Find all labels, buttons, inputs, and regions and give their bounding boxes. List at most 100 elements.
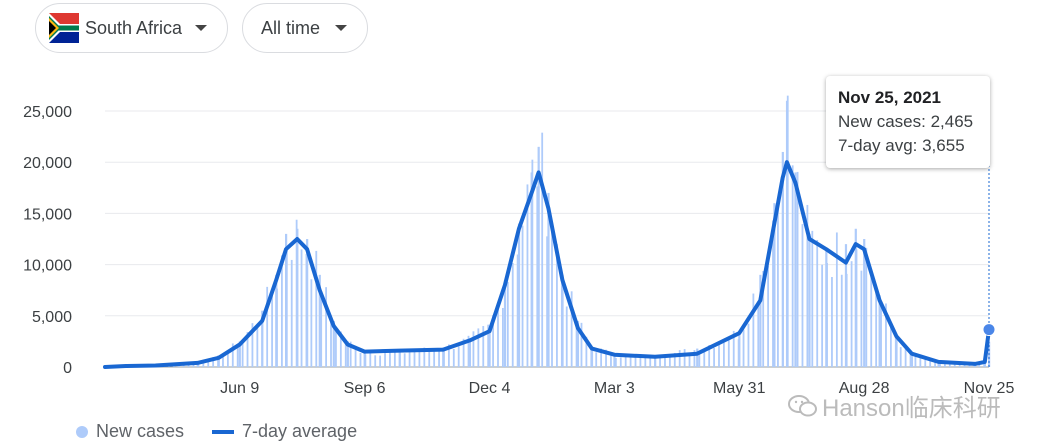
- y-tick-label: 10,000: [23, 258, 72, 275]
- new-cases-bar: [413, 351, 416, 367]
- new-cases-bar: [585, 336, 588, 367]
- new-cases-bar: [318, 274, 321, 367]
- new-cases-bar: [547, 192, 550, 367]
- new-cases-bar: [296, 228, 299, 367]
- new-cases-bar: [222, 356, 224, 367]
- new-cases-bar: [246, 332, 249, 367]
- new-cases-bar: [423, 347, 426, 367]
- new-cases-bar: [492, 315, 494, 367]
- new-cases-bar: [801, 224, 804, 367]
- new-cases-bar: [241, 340, 244, 367]
- new-cases-bar: [825, 249, 828, 367]
- new-cases-bar: [742, 329, 745, 367]
- new-cases-bar: [212, 357, 215, 367]
- new-cases-bar: [752, 293, 755, 367]
- new-cases-bar: [231, 343, 234, 367]
- new-cases-bar: [629, 354, 632, 367]
- new-cases-bar: [349, 341, 352, 367]
- new-cases-bar: [732, 330, 735, 367]
- new-cases-bar: [541, 132, 544, 367]
- new-cases-bar: [821, 264, 824, 367]
- new-cases-bar: [924, 358, 927, 367]
- new-cases-bar: [698, 352, 701, 367]
- new-cases-bar: [850, 261, 853, 367]
- new-cases-bar: [889, 324, 892, 367]
- new-cases-bar: [537, 146, 540, 367]
- new-cases-bar: [433, 349, 436, 367]
- new-cases-bar: [910, 354, 914, 367]
- new-cases-bar: [570, 291, 573, 367]
- new-cases-bar: [502, 307, 504, 367]
- y-tick-label: 0: [63, 360, 72, 377]
- new-cases-bar: [613, 354, 616, 367]
- country-selector[interactable]: South Africa: [35, 3, 228, 53]
- new-cases-bar: [442, 347, 445, 367]
- hover-tooltip: Nov 25, 2021 New cases: 2,465 7-day avg:…: [826, 76, 990, 168]
- new-cases-bar: [885, 303, 887, 367]
- new-cases-bar: [678, 350, 681, 367]
- new-cases-bar: [806, 204, 809, 367]
- new-cases-bar: [880, 301, 882, 367]
- new-cases-bar: [895, 336, 898, 367]
- new-cases-bar: [447, 344, 450, 367]
- new-cases-bar: [457, 346, 460, 367]
- x-tick-label: Mar 3: [594, 380, 635, 397]
- new-cases-bar: [187, 364, 190, 367]
- new-cases-bar: [196, 362, 199, 367]
- new-cases-bar: [393, 351, 396, 367]
- new-cases-bar: [217, 356, 220, 367]
- new-cases-bar: [359, 353, 362, 367]
- new-cases-bar: [306, 239, 309, 367]
- new-cases-bar: [238, 341, 241, 367]
- dropdown-arrow-icon: [335, 25, 347, 31]
- new-cases-bar: [488, 326, 491, 367]
- time-range-label: All time: [261, 17, 321, 38]
- new-cases-bar: [207, 361, 210, 367]
- new-cases-swatch: [76, 425, 88, 438]
- new-cases-bar: [565, 306, 568, 367]
- new-cases-bar: [389, 351, 391, 367]
- new-cases-bar: [909, 352, 912, 367]
- new-cases-bar: [718, 342, 720, 367]
- new-cases-bar: [551, 231, 553, 367]
- new-cases-bar: [914, 356, 917, 367]
- new-cases-bar: [403, 353, 406, 367]
- y-tick-label: 20,000: [23, 155, 72, 172]
- new-cases-bar: [708, 345, 711, 367]
- new-cases-bar: [664, 357, 666, 367]
- new-cases-bar: [619, 357, 622, 367]
- new-cases-bar: [468, 338, 472, 367]
- new-cases-bar: [236, 347, 239, 367]
- new-cases-bar: [271, 292, 273, 367]
- new-cases-bar: [693, 350, 696, 367]
- new-cases-bar: [688, 353, 691, 367]
- new-cases-bar: [796, 171, 799, 367]
- new-cases-bar: [865, 247, 868, 367]
- new-cases-bar: [835, 232, 838, 367]
- new-cases-bar: [330, 315, 332, 367]
- time-range-selector[interactable]: All time: [242, 3, 368, 53]
- average-swatch: [212, 429, 234, 434]
- new-cases-bar: [310, 279, 313, 367]
- new-cases-bar: [497, 302, 499, 367]
- new-cases-bar: [811, 230, 814, 367]
- new-cases-bar: [644, 357, 647, 367]
- new-cases-bar: [939, 361, 941, 367]
- new-cases-bar: [384, 353, 386, 367]
- new-cases-bar: [605, 349, 607, 367]
- seven-day-average-line: [103, 160, 991, 369]
- new-cases-bar: [614, 358, 617, 367]
- new-cases-bar: [808, 233, 811, 367]
- new-cases-bar: [723, 342, 725, 367]
- tooltip-average: 7-day avg: 3,655: [838, 136, 965, 155]
- new-cases-bar: [261, 310, 264, 367]
- new-cases-bar: [870, 273, 873, 367]
- new-cases-bar: [575, 320, 578, 367]
- new-cases-bar: [878, 295, 881, 367]
- new-cases-bar: [590, 346, 594, 367]
- new-cases-bar: [315, 250, 318, 367]
- x-tick-label: Aug 28: [839, 380, 890, 397]
- new-cases-bar: [320, 294, 323, 367]
- new-cases-bar: [953, 362, 956, 367]
